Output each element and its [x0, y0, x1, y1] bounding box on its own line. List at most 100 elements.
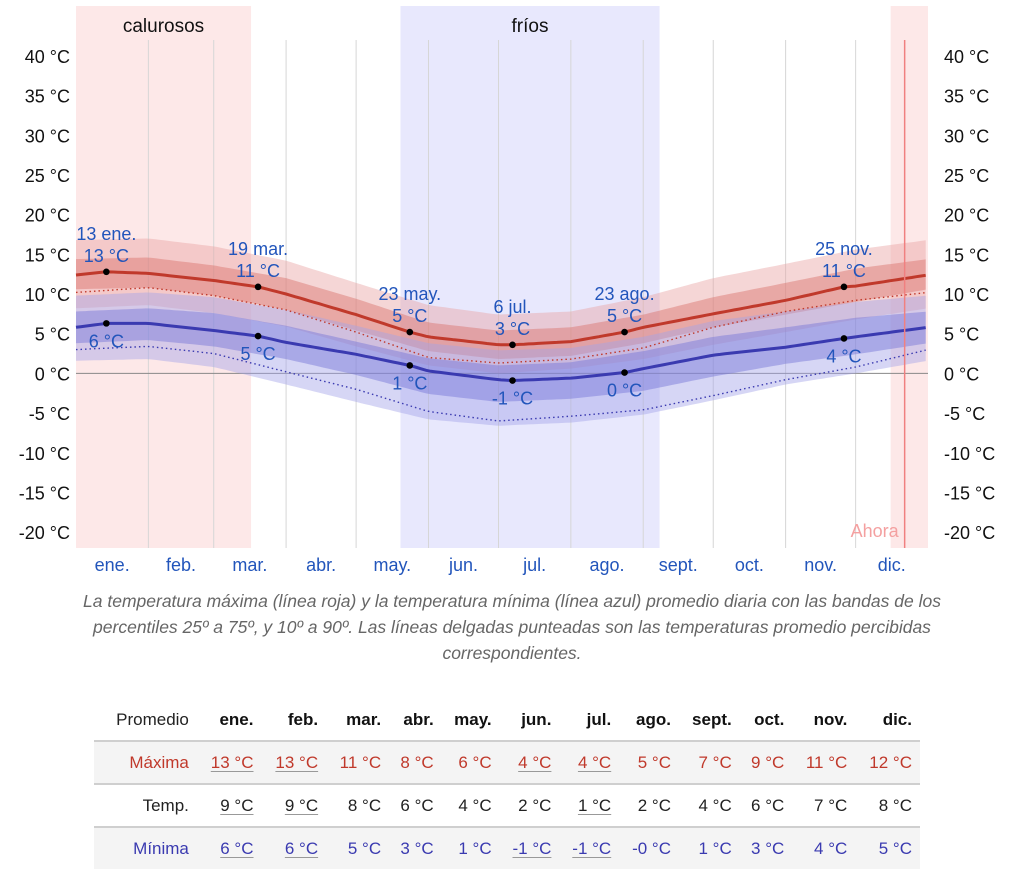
table-cell-value: 8 °C: [878, 795, 912, 815]
y-tick-label-left: -15 °C: [19, 483, 70, 503]
table-cell: 3 °C: [389, 827, 442, 869]
y-tick-label-left: 15 °C: [25, 245, 70, 265]
table-cell: 6 °C: [442, 741, 500, 784]
annotation-temp: 5 °C: [240, 344, 275, 364]
table-cell: 1 °C: [679, 827, 740, 869]
y-tick-label-left: 30 °C: [25, 126, 70, 146]
table-month-header: nov.: [813, 710, 848, 729]
table-cell-value: 7 °C: [814, 795, 848, 815]
table-cell: 1 °C: [559, 784, 619, 827]
table-cell-value: -1 °C: [572, 838, 612, 858]
table-cell-value: 4 °C: [518, 752, 552, 772]
table-cell-value: 4 °C: [814, 838, 848, 858]
table-cell-value: 4 °C: [577, 752, 612, 772]
table-cell: 7 °C: [792, 784, 855, 827]
table-cell: 5 °C: [855, 827, 920, 869]
table-cell-value: -0 °C: [632, 838, 671, 858]
table-month-header: ene.: [219, 710, 254, 729]
table-month-header: dic.: [882, 710, 912, 729]
table-month-header: jul.: [586, 710, 612, 729]
annotation-temp: 0 °C: [607, 381, 642, 401]
table-row-temp: Temp. 9 °C 9 °C 8 °C 6 °C 4 °C 2 °C 1 °C 2 °C 4 °…: [94, 784, 920, 827]
annotation-point: [509, 377, 516, 384]
annotation-point: [406, 328, 414, 336]
table-cell: 5 °C: [326, 827, 389, 869]
y-tick-label-right: 30 °C: [944, 126, 989, 146]
annotation-temp: 3 °C: [495, 319, 530, 339]
x-tick-label: nov.: [804, 555, 837, 575]
x-tick-label: sept.: [659, 555, 698, 575]
annotation-date: 25 nov.: [815, 239, 873, 259]
percentile-band-min_p25_75: [76, 308, 926, 402]
table-month-header: ago.: [636, 710, 671, 729]
table-cell: 7 °C: [679, 741, 740, 784]
y-tick-label-right: 0 °C: [944, 364, 979, 384]
table-cell-value: 13 °C: [210, 752, 254, 772]
x-tick-label: jun.: [448, 555, 478, 575]
table-cell-value: 6 °C: [751, 795, 785, 815]
table-cell: 8 °C: [389, 741, 442, 784]
table-cell-value: 9 °C: [220, 795, 254, 815]
season-label: fríos: [512, 16, 549, 37]
y-tick-label-right: 10 °C: [944, 285, 989, 305]
table-cell-value: -1 °C: [512, 838, 552, 858]
annotation-point: [103, 268, 110, 276]
now-label: Ahora: [851, 521, 900, 541]
table-cell: 1 °C: [442, 827, 500, 869]
y-tick-label-left: 40 °C: [25, 47, 70, 67]
y-tick-label-left: -10 °C: [19, 444, 70, 464]
annotation-temp: 5 °C: [607, 306, 642, 326]
y-tick-label-left: 10 °C: [25, 285, 70, 305]
table-cell-value: 6 °C: [400, 795, 434, 815]
annotation-point: [406, 362, 414, 369]
table-cell-value: 6 °C: [220, 838, 254, 858]
table-cell: 2 °C: [619, 784, 679, 827]
x-tick-label: may.: [373, 555, 411, 575]
y-tick-label-left: 25 °C: [25, 166, 70, 186]
y-tick-label-right: 15 °C: [944, 245, 989, 265]
annotation-point: [621, 328, 628, 336]
table-corner-label: Promedio: [116, 710, 189, 729]
table-cell: 8 °C: [326, 784, 389, 827]
table-cell-value: 3 °C: [400, 838, 434, 858]
table-cell-value: 13 °C: [275, 752, 319, 772]
annotation-temp: 13 °C: [84, 246, 129, 266]
table-cell: 6 °C: [262, 827, 327, 869]
y-tick-label-right: 25 °C: [944, 166, 989, 186]
annotation-date: 6 jul.: [493, 297, 531, 317]
table-cell: 11 °C: [326, 741, 389, 784]
season-band: [76, 6, 252, 548]
annotation-point: [840, 335, 848, 342]
series-line-min_feels: [75, 345, 926, 422]
table-header-row: Promedio ene. feb. mar. abr. may. jun. j…: [94, 700, 920, 741]
y-tick-label-right: -20 °C: [944, 523, 995, 543]
table-month-header: jun.: [521, 710, 552, 729]
table-cell-value: 1 °C: [698, 838, 732, 858]
y-tick-label-right: 35 °C: [944, 87, 989, 107]
x-tick-label: feb.: [166, 555, 196, 575]
table-row-label: Mínima: [133, 838, 189, 858]
annotation-point: [254, 332, 262, 340]
table-cell: 13 °C: [197, 741, 262, 784]
table-row-min: Mínima 6 °C 6 °C 5 °C 3 °C 1 °C -1 °C -1 °C -0 °…: [94, 827, 920, 869]
season-label: calurosos: [123, 16, 204, 37]
table-month-header: mar.: [346, 710, 382, 729]
table-cell: 4 °C: [500, 741, 560, 784]
annotation-date: 23 ago.: [595, 284, 655, 304]
x-tick-label: ago.: [590, 555, 625, 575]
table-cell: 4 °C: [679, 784, 740, 827]
averages-table: Promedio ene. feb. mar. abr. may. jun. j…: [94, 700, 920, 869]
table-cell: 8 °C: [855, 784, 920, 827]
table-cell-value: 11 °C: [339, 752, 382, 772]
y-tick-label-right: -5 °C: [944, 404, 985, 424]
y-tick-label-left: 5 °C: [35, 325, 70, 345]
table-row-label: Temp.: [142, 795, 189, 815]
table-cell: 3 °C: [740, 827, 793, 869]
table-cell-value: 9 °C: [751, 752, 785, 772]
table-cell: 9 °C: [262, 784, 327, 827]
annotation-point: [254, 283, 262, 291]
series-line-min: [75, 321, 926, 382]
annotation-temp: 1 °C: [392, 373, 427, 393]
table-cell-value: 4 °C: [458, 795, 492, 815]
table-cell-value: 1 °C: [577, 795, 612, 815]
